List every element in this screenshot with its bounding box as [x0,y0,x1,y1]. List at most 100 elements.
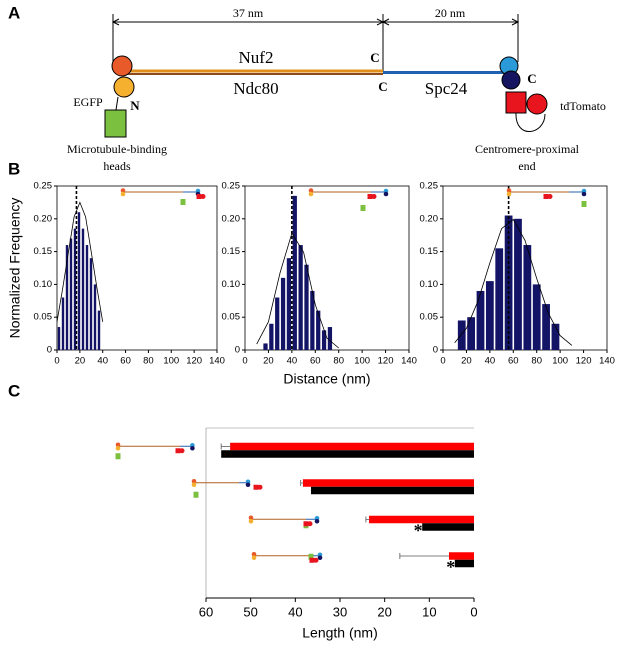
y-tick-label: 0.05 [34,312,53,323]
panel-label: A [8,3,20,22]
icon-tag [257,484,263,490]
y-tick-label: 0.10 [34,279,53,290]
y-tick-label: 0 [47,345,52,356]
icon-tag [308,553,314,560]
icon-tag [313,557,319,563]
bar [286,258,292,350]
icon-head [120,188,126,193]
x-tick-label: 10 [422,604,436,619]
dimension-label: 37 nm [233,6,264,20]
tag-label: EGFP [73,95,103,109]
x-tick-label: 40 [287,356,298,367]
bar [292,195,297,350]
bar [457,320,466,350]
x-tick-label: 40 [485,356,496,367]
x-tick-label: 40 [97,356,108,367]
schematic-icon [191,478,263,498]
bar [97,310,101,350]
bar [269,323,274,350]
x-tick-label: 80 [143,356,154,367]
panel-label: B [8,159,20,178]
x-axis-label: Length (nm) [302,625,377,641]
icon-head [191,482,197,488]
tag-label: tdTomato [560,99,606,113]
x-tick-label: 80 [531,356,542,367]
bar [551,323,560,350]
bar [485,281,494,350]
error-bar [300,480,303,486]
bar [310,290,315,350]
x-tick-label: 20 [377,604,391,619]
icon-head [245,482,251,488]
schematic-icon [308,188,389,211]
bar [523,245,532,350]
caption: Centromere-proximal [475,142,580,156]
protein-label: Spc24 [425,79,468,98]
x-tick-label: 120 [186,356,202,367]
bar [532,284,541,350]
bar [467,317,475,350]
bar [57,327,61,350]
icon-tag [179,448,185,454]
x-tick-label: 20 [461,356,472,367]
linker [515,112,546,132]
x-tick-label: 0 [54,356,59,367]
icon-tag [547,194,553,199]
linker [115,96,119,111]
spc24-head [501,70,521,90]
x-tick-label: 20 [263,356,274,367]
protein-label: Ndc80 [233,79,278,98]
x-tick-label: 80 [333,356,344,367]
bar [85,245,89,350]
x-tick-label: 140 [209,356,225,367]
bar [298,245,303,350]
schematic-icon [251,551,323,563]
bar [221,450,474,458]
x-tick-label: 60 [199,604,213,619]
x-tick-label: 40 [288,604,302,619]
x-tick-label: 0 [440,356,445,367]
terminus-label: C [370,50,379,65]
x-tick-label: 60 [120,356,131,367]
bar [304,264,309,350]
terminus-label: C [527,71,536,86]
bar [280,277,286,350]
bar [69,238,73,350]
x-tick-label: 100 [163,356,179,367]
error-bar [220,443,231,450]
x-tick-label: 20 [75,356,86,367]
bar [263,343,268,350]
plot-frame [244,185,410,351]
icon-tag [581,201,587,207]
terminus-label: C [378,79,387,94]
icon-tag [200,194,206,199]
bar [65,245,69,350]
bar [89,258,93,350]
bar [321,330,327,350]
caption: end [518,159,535,173]
icon-head [120,191,126,197]
icon-tag [196,194,202,199]
x-tick-label: 0 [470,604,477,619]
icon-tag [115,453,121,460]
bar [495,248,504,350]
bar [454,559,474,568]
annotation: * [414,520,423,540]
icon-head [115,442,121,448]
icon-head [248,515,254,521]
icon-tag [303,521,309,527]
icon-tag [543,194,549,199]
fit-curve [256,232,339,349]
fit-curve [454,218,573,346]
y-tick-label: 0.05 [222,312,241,323]
y-tick-label: 0.10 [420,279,439,290]
x-tick-label: 140 [599,356,615,367]
error-bar [399,553,449,559]
fit-curve [56,201,104,322]
bar [93,284,97,350]
icon-head [190,445,195,451]
error-bar [365,516,370,523]
x-tick-label: 0 [242,356,247,367]
icon-head [506,188,512,193]
caption: Microtubule-binding [67,142,167,156]
